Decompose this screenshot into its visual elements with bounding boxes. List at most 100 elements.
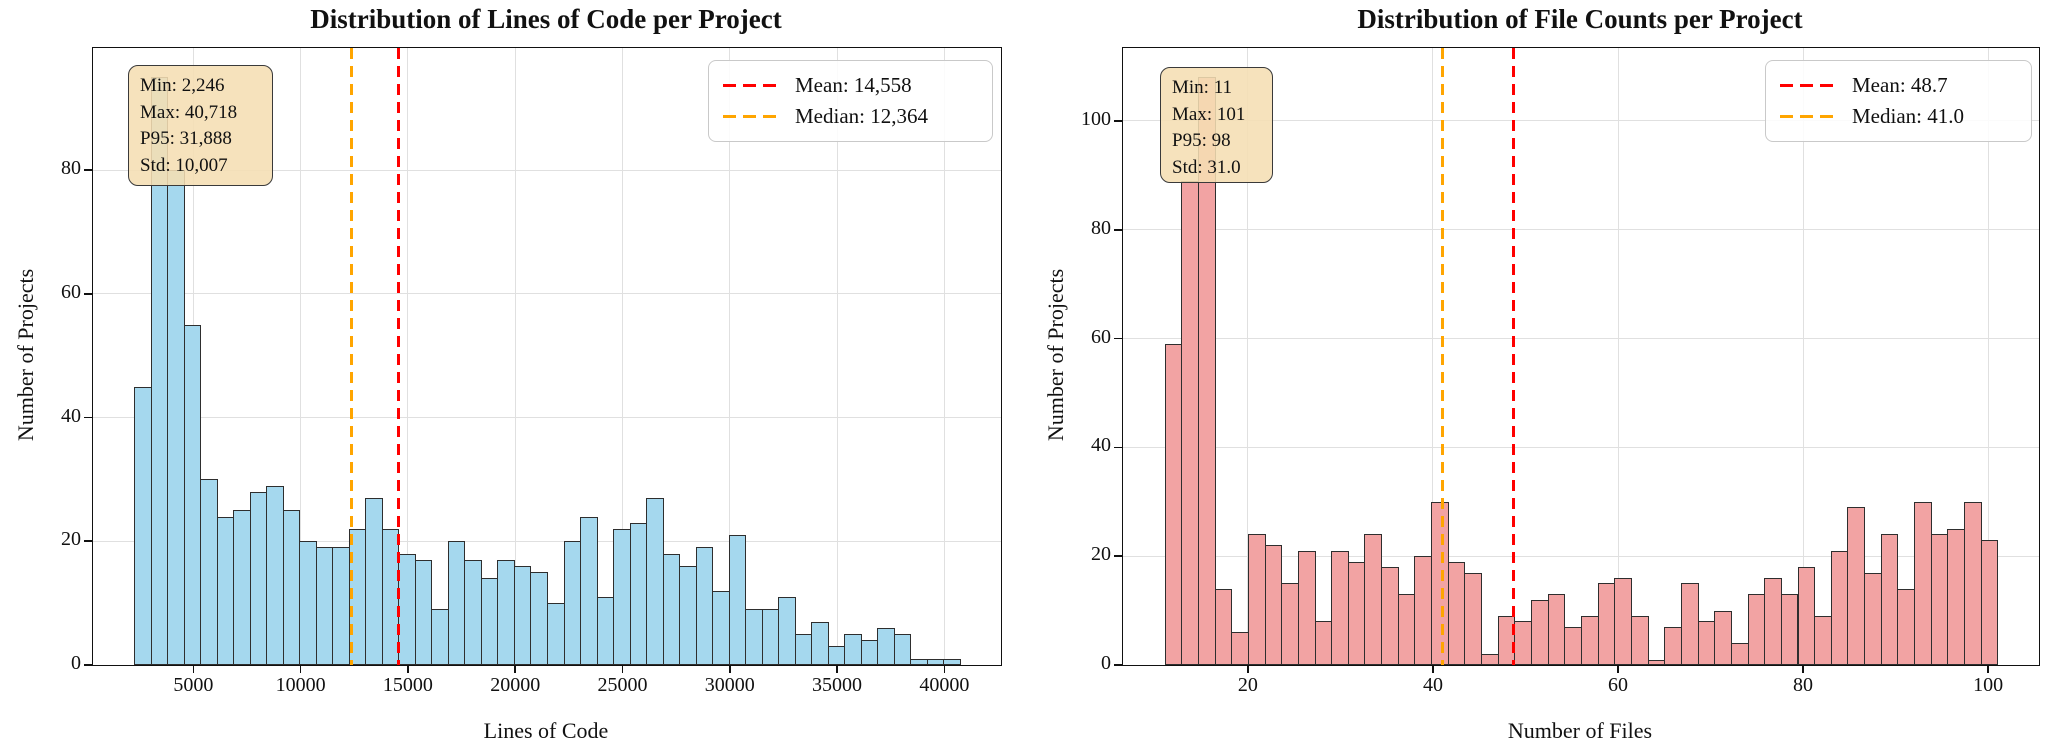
histogram-bar	[811, 621, 829, 665]
y-tickmark	[1114, 555, 1122, 557]
histogram-bar	[728, 535, 747, 665]
gridline-horizontal	[1123, 229, 2039, 231]
legend-entry-median: Median: 41.0	[1780, 101, 2017, 132]
histogram-bar	[1447, 561, 1466, 665]
y-tick-label: 40	[1091, 434, 1111, 457]
histogram-bar	[233, 510, 251, 665]
x-tickmark	[836, 665, 838, 673]
gridline-vertical	[407, 48, 409, 665]
histogram-bar	[480, 578, 499, 665]
x-tickmark	[943, 665, 946, 673]
histogram-bar	[844, 634, 862, 665]
gridline-horizontal	[93, 540, 1001, 542]
legend-median-label: Median: 12,364	[795, 104, 928, 128]
y-tickmark	[1114, 337, 1122, 340]
gridline-vertical	[621, 48, 623, 665]
gridline-horizontal	[1123, 338, 2039, 340]
stat-max: Max: 101	[1172, 103, 1246, 125]
y-tick-label: 80	[1091, 216, 1111, 239]
histogram-bar	[365, 497, 383, 665]
mean-dash-icon	[1780, 84, 1838, 87]
stat-std: Std: 31.0	[1172, 156, 1241, 178]
histogram-bar	[1564, 626, 1582, 665]
histogram-bar	[1164, 343, 1183, 665]
histogram-bar	[1797, 567, 1816, 665]
histogram-bar	[761, 609, 780, 665]
histogram-bar	[200, 479, 218, 665]
x-tick-label: 40	[1422, 674, 1443, 696]
histogram-bar	[1481, 654, 1499, 665]
x-tickmark	[299, 665, 302, 673]
gridline-vertical	[1617, 48, 1619, 665]
histogram-bar	[1297, 550, 1316, 665]
y-axis-label-files: Number of Projects	[1043, 268, 1068, 442]
legend-files: Mean: 48.7 Median: 41.0	[1765, 60, 2032, 142]
y-tick-label: 80	[61, 157, 81, 180]
histogram-bar	[1347, 561, 1366, 665]
histogram-bar	[1364, 534, 1383, 665]
y-tickmark	[84, 169, 92, 171]
median-line	[1440, 48, 1444, 665]
x-axis-label-loc: Lines of Code	[483, 718, 609, 743]
y-tickmark	[1114, 228, 1122, 231]
histogram-bar	[745, 609, 763, 665]
gridline-horizontal	[1123, 555, 2039, 557]
y-tickmark	[1114, 664, 1122, 666]
histogram-bar	[580, 516, 598, 665]
histogram-bar	[1531, 599, 1549, 665]
histogram-bar	[299, 541, 317, 665]
histogram-bar	[1747, 594, 1766, 665]
histogram-bar	[1864, 572, 1882, 665]
histogram-bar	[893, 634, 912, 665]
y-tickmark	[1114, 120, 1122, 122]
y-tickmark	[84, 416, 92, 419]
histogram-bar	[1930, 534, 1949, 665]
histogram-bar	[910, 658, 928, 665]
histogram-bar	[414, 559, 433, 665]
histogram-bar	[1231, 632, 1249, 665]
histogram-bar	[547, 603, 565, 665]
histogram-bar	[1281, 583, 1299, 665]
histogram-bar	[183, 324, 202, 665]
y-tick-label: 60	[1091, 325, 1111, 348]
legend-median-label: Median: 41.0	[1852, 104, 1964, 128]
gridline-vertical	[729, 48, 731, 665]
chart-title-files: Distribution of File Counts per Project	[1357, 4, 1803, 34]
histogram-bar	[1464, 572, 1483, 665]
histogram-bar	[794, 634, 813, 665]
mean-dash-icon	[723, 84, 781, 87]
histogram-bar	[1947, 528, 1966, 665]
histogram-bar	[1980, 539, 1999, 665]
legend-entry-mean: Mean: 14,558	[723, 70, 978, 101]
histogram-bar	[447, 541, 466, 665]
chart-title-loc: Distribution of Lines of Code per Projec…	[310, 4, 782, 34]
y-tickmark	[1114, 446, 1122, 449]
legend-mean-label: Mean: 48.7	[1852, 73, 1948, 97]
histogram-bar	[167, 170, 185, 665]
histogram-bar	[249, 491, 268, 665]
histogram-bar	[216, 516, 235, 665]
histogram-bar	[1581, 616, 1599, 665]
histogram-bar	[1331, 550, 1349, 665]
histogram-bar	[1764, 577, 1782, 665]
x-tick-label: 60	[1608, 674, 1628, 696]
histogram-bar	[513, 566, 532, 665]
histogram-bar	[1647, 659, 1666, 665]
x-tickmark	[1617, 665, 1619, 673]
y-tickmark	[84, 540, 92, 543]
histogram-bar	[332, 547, 350, 665]
gridline-vertical	[943, 48, 945, 665]
stats-box-loc: Min: 2,246 Max: 40,718 P95: 31,888 Std: …	[128, 65, 273, 186]
histogram-bar	[1181, 180, 1199, 665]
histogram-bar	[1664, 626, 1682, 665]
histogram-bar	[266, 485, 284, 665]
histogram-bar	[1814, 616, 1832, 665]
gridline-vertical	[1987, 48, 1989, 665]
histogram-bar	[431, 609, 449, 665]
y-tick-label: 20	[61, 528, 81, 551]
stats-box-files: Min: 11 Max: 101 P95: 98 Std: 31.0	[1160, 67, 1273, 183]
x-tickmark	[1802, 665, 1804, 673]
x-tick-label: 20	[1237, 674, 1258, 696]
y-tick-label: 0	[71, 652, 81, 674]
